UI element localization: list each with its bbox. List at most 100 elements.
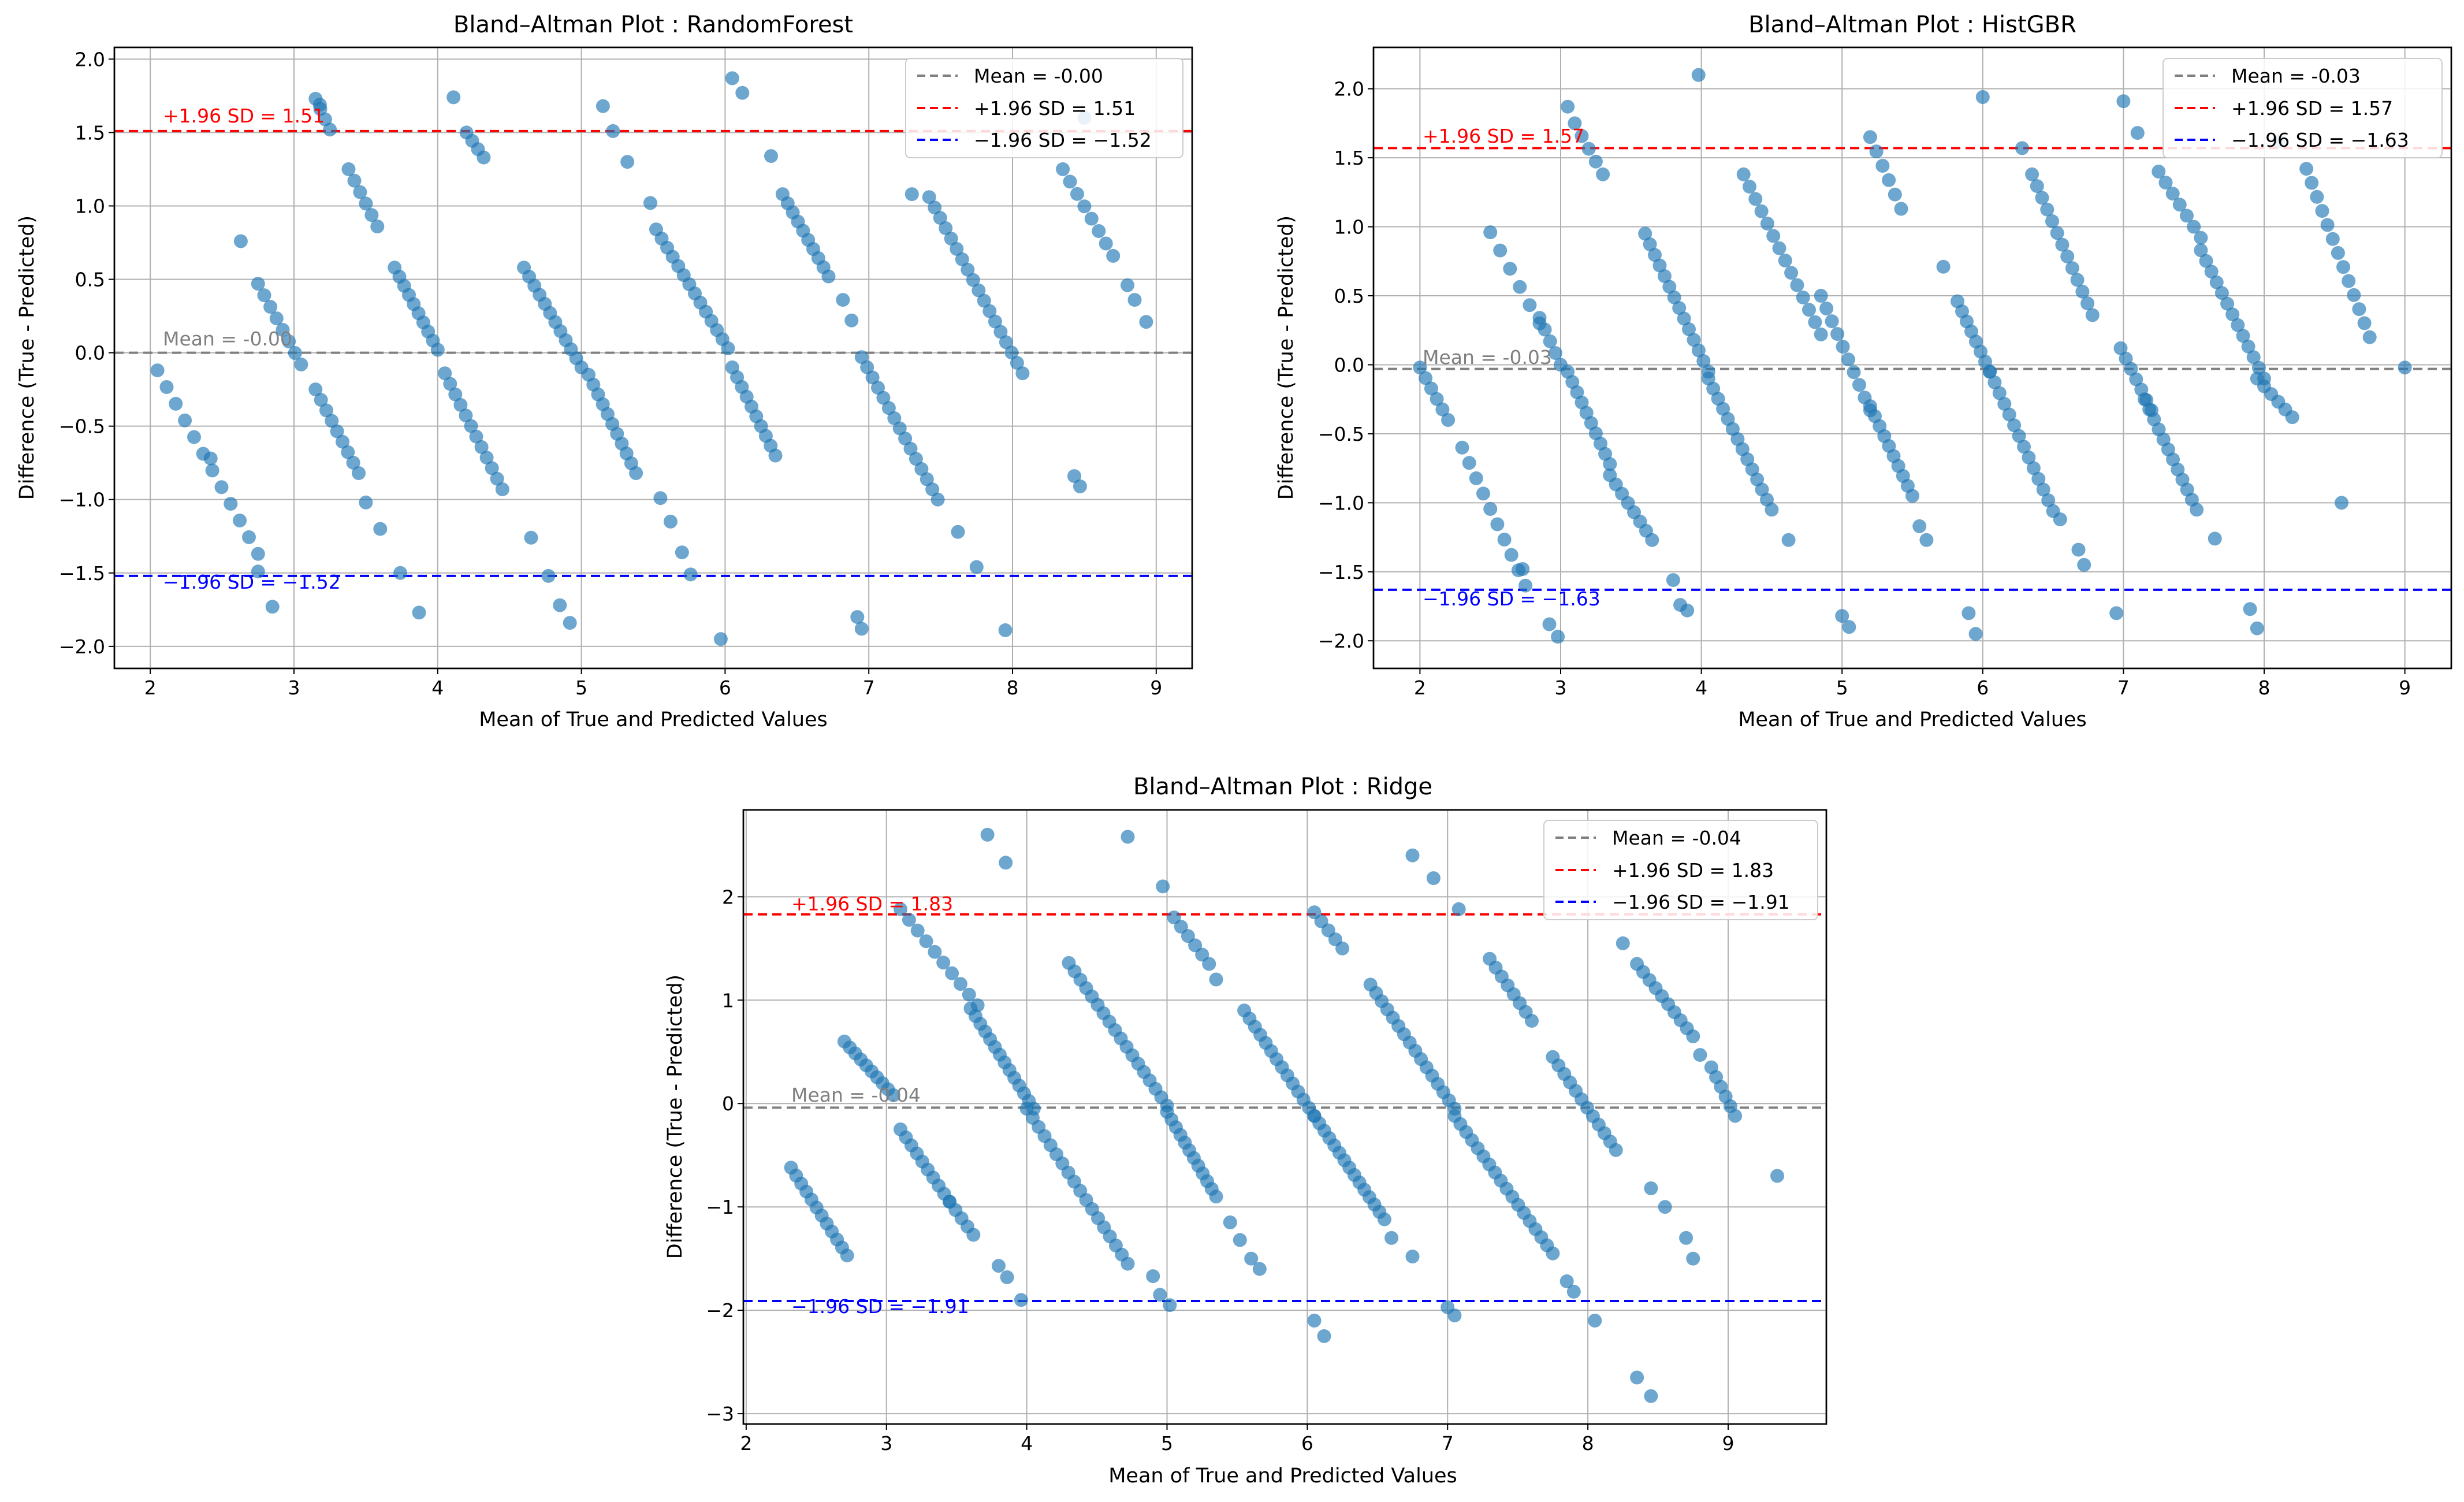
data-point bbox=[1961, 606, 1976, 620]
data-point bbox=[2335, 496, 2348, 510]
data-point bbox=[2180, 209, 2194, 223]
x-tick-label: 3 bbox=[880, 1432, 892, 1455]
data-point bbox=[359, 196, 373, 211]
chart-histgbr: Bland–Altman Plot : HistGBR 2 3 4 5 6 7 8 9 −2.0… bbox=[1275, 12, 2452, 731]
data-point bbox=[1691, 68, 1706, 82]
data-point bbox=[854, 622, 869, 636]
data-point bbox=[2130, 126, 2145, 140]
data-point bbox=[966, 273, 980, 287]
legend-box bbox=[1543, 820, 1818, 920]
data-point bbox=[490, 471, 504, 486]
data-point bbox=[1968, 627, 1983, 641]
data-point bbox=[2165, 187, 2180, 201]
data-point bbox=[2080, 296, 2095, 311]
upper-loa-label: +1.96 SD = 1.83 bbox=[791, 893, 953, 915]
x-tick-label: 3 bbox=[288, 676, 300, 699]
data-point bbox=[1894, 202, 1908, 216]
data-point bbox=[1680, 603, 1695, 618]
data-point bbox=[999, 335, 1013, 350]
data-point bbox=[323, 122, 337, 137]
data-point bbox=[203, 451, 218, 466]
data-point bbox=[1252, 1262, 1267, 1276]
data-point bbox=[1542, 617, 1557, 631]
data-point bbox=[1244, 1251, 1259, 1266]
data-point bbox=[1561, 99, 1575, 114]
data-point bbox=[663, 514, 678, 529]
chart-title: Bland–Altman Plot : HistGBR bbox=[1748, 12, 2076, 38]
data-point bbox=[2002, 407, 2016, 422]
data-point bbox=[2026, 461, 2041, 475]
data-point bbox=[606, 124, 620, 138]
data-point bbox=[2113, 341, 2128, 355]
chart-title: Bland–Altman Plot : Ridge bbox=[1133, 774, 1432, 800]
data-point bbox=[1497, 533, 1512, 546]
data-point bbox=[2085, 308, 2100, 322]
data-point bbox=[945, 966, 959, 980]
data-point bbox=[910, 923, 925, 938]
data-point bbox=[643, 196, 657, 210]
data-point bbox=[876, 391, 891, 405]
data-point bbox=[251, 564, 265, 579]
legend: Mean = -0.04 +1.96 SD = 1.83 −1.96 SD = … bbox=[1543, 820, 1818, 920]
data-point bbox=[1503, 262, 1517, 276]
data-point bbox=[903, 441, 918, 456]
data-point bbox=[319, 403, 333, 418]
data-point bbox=[2214, 286, 2229, 300]
data-point bbox=[629, 466, 643, 480]
data-point bbox=[2075, 284, 2090, 299]
data-point bbox=[2315, 204, 2329, 218]
data-point bbox=[1233, 1233, 1247, 1247]
data-point bbox=[1781, 533, 1796, 547]
data-point bbox=[1077, 199, 1092, 214]
data-point bbox=[242, 530, 256, 544]
data-point bbox=[308, 382, 323, 397]
data-point bbox=[330, 424, 344, 438]
data-point bbox=[251, 277, 265, 291]
data-point bbox=[1067, 469, 1081, 484]
y-tick-label: 1 bbox=[722, 989, 734, 1012]
data-point bbox=[2250, 621, 2264, 635]
data-point bbox=[2190, 503, 2204, 517]
data-point bbox=[1836, 340, 1850, 354]
data-point bbox=[2172, 198, 2187, 212]
data-point bbox=[909, 452, 923, 466]
chart-title: Bland–Altman Plot : RandomForest bbox=[453, 12, 853, 38]
data-point bbox=[919, 934, 933, 949]
legend-box bbox=[2162, 58, 2443, 158]
data-point bbox=[1609, 1143, 1623, 1157]
data-point bbox=[1772, 241, 1786, 255]
data-point bbox=[735, 85, 750, 100]
data-point bbox=[1156, 879, 1170, 894]
x-axis-label: Mean of True and Predicted Values bbox=[1108, 1464, 1457, 1488]
data-point bbox=[474, 440, 489, 454]
y-tick-label: −1.5 bbox=[59, 562, 105, 585]
data-point bbox=[288, 346, 302, 360]
data-point bbox=[251, 546, 265, 561]
x-axis-label: Mean of True and Predicted Values bbox=[1738, 708, 2087, 731]
y-tick-label: 0.0 bbox=[75, 342, 105, 365]
data-point bbox=[178, 413, 192, 427]
data-point bbox=[2331, 246, 2345, 260]
legend-lower-label: −1.96 SD = −1.52 bbox=[974, 129, 1152, 151]
data-point bbox=[1765, 503, 1779, 517]
data-point bbox=[1652, 258, 1667, 273]
data-point bbox=[1516, 562, 1530, 576]
data-point bbox=[2050, 226, 2064, 240]
x-tick-label: 5 bbox=[1161, 1432, 1173, 1455]
data-point bbox=[2285, 410, 2299, 425]
data-point bbox=[438, 366, 452, 381]
data-point bbox=[768, 448, 783, 463]
data-point bbox=[1451, 902, 1466, 916]
data-point bbox=[2030, 179, 2044, 194]
data-point bbox=[2347, 288, 2361, 302]
plot-border bbox=[742, 809, 1827, 1425]
data-point bbox=[224, 497, 238, 511]
data-point bbox=[1476, 486, 1490, 501]
data-point bbox=[233, 234, 248, 248]
data-point bbox=[1483, 225, 1498, 240]
data-point bbox=[1842, 620, 1856, 634]
data-point bbox=[2035, 191, 2049, 205]
data-point bbox=[1493, 243, 1508, 258]
x-tick-label: 9 bbox=[1722, 1432, 1734, 1455]
data-point bbox=[1863, 130, 1877, 144]
